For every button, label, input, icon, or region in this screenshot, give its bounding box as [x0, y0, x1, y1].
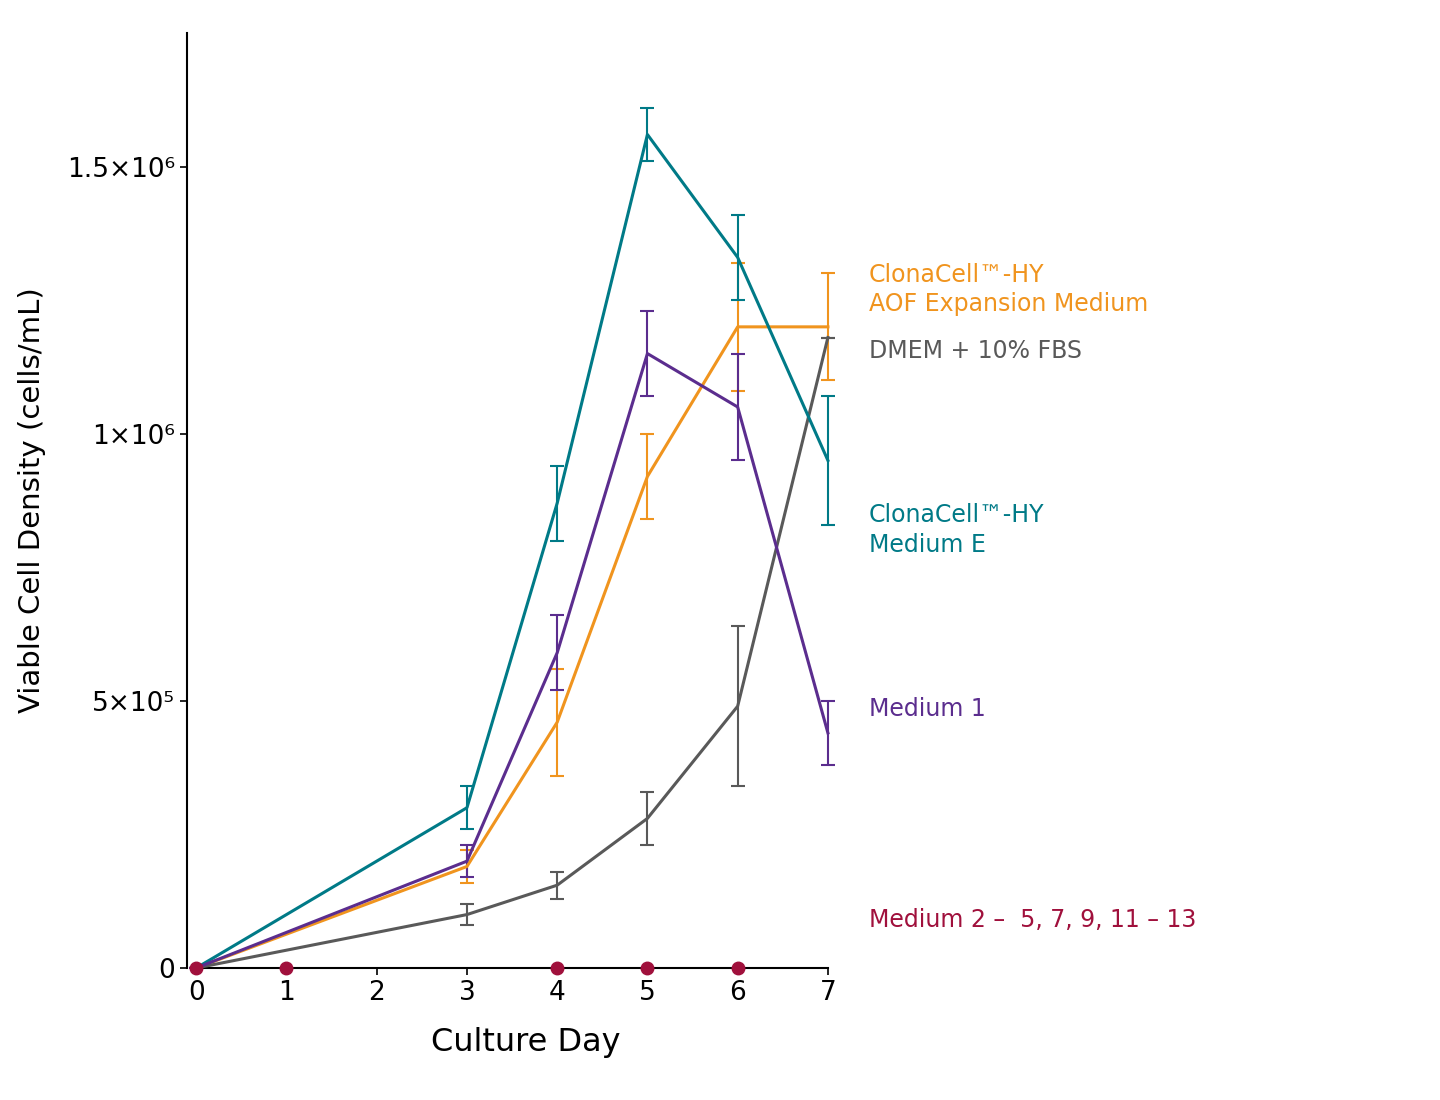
Text: Medium 1: Medium 1	[868, 697, 985, 720]
Y-axis label: Viable Cell Density (cells/mL): Viable Cell Density (cells/mL)	[19, 287, 46, 714]
Text: ClonaCell™-HY
AOF Expansion Medium: ClonaCell™-HY AOF Expansion Medium	[868, 263, 1148, 317]
Text: Medium 2 –  5, 7, 9, 11 – 13: Medium 2 – 5, 7, 9, 11 – 13	[868, 908, 1195, 932]
X-axis label: Culture Day: Culture Day	[431, 1026, 621, 1057]
Text: DMEM + 10% FBS: DMEM + 10% FBS	[868, 339, 1081, 363]
Text: ClonaCell™-HY
Medium E: ClonaCell™-HY Medium E	[868, 503, 1044, 557]
